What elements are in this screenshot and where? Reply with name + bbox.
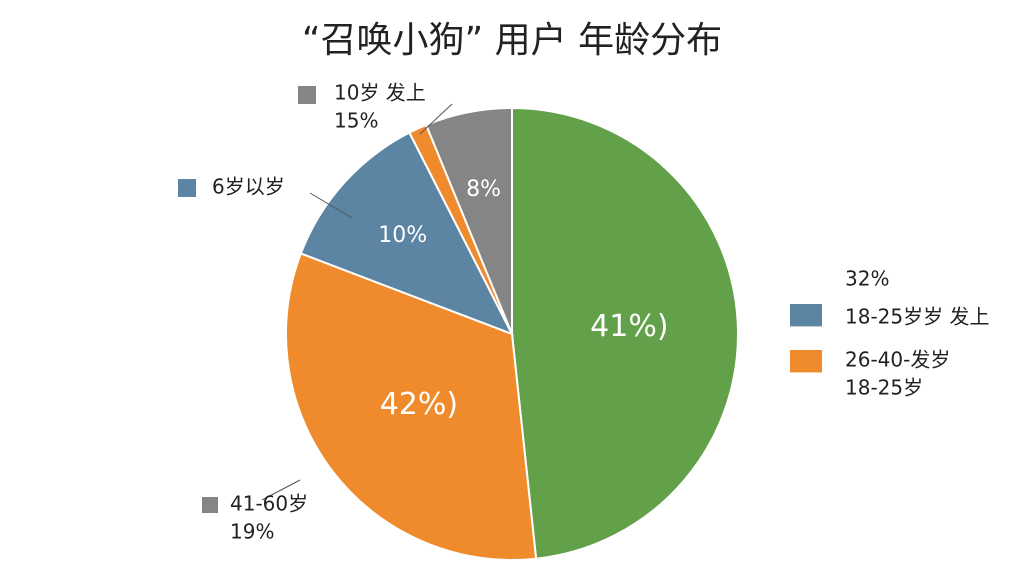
- leader-line: [261, 479, 301, 501]
- annotation-heading: 32%: [845, 267, 889, 291]
- chart-title: “召唤小狗” 用户 年龄分布: [302, 20, 722, 61]
- pie-slice: [511, 106, 739, 560]
- pie-slice: [299, 131, 515, 336]
- slice-label: 42%): [380, 387, 458, 422]
- annotation-sublabel: 18-25岁: [845, 376, 923, 400]
- legend-swatch: [790, 350, 822, 373]
- legend-swatch: [202, 497, 218, 513]
- slice-label: 41%): [590, 309, 668, 344]
- pie-slice: [285, 252, 538, 561]
- legend-swatch: [178, 179, 196, 197]
- pie-slice: [424, 106, 513, 335]
- annotation-label: 26-40-发岁: [845, 348, 950, 372]
- slice-label: 10%: [378, 223, 427, 248]
- annotation-label: 41-60岁: [230, 492, 308, 516]
- slice-label: 8%: [466, 177, 501, 202]
- legend-swatch: [298, 86, 316, 104]
- annotation-label: 18-25岁岁 发上: [845, 305, 989, 329]
- leader-line: [309, 192, 353, 219]
- annotation-label: 6岁以岁: [212, 175, 285, 199]
- annotation-label: 10岁 发上: [334, 81, 426, 105]
- legend-swatch: [790, 304, 822, 327]
- leader-line: [419, 103, 453, 135]
- annotation-sublabel: 19%: [230, 520, 274, 544]
- annotation-sublabel: 15%: [334, 109, 378, 133]
